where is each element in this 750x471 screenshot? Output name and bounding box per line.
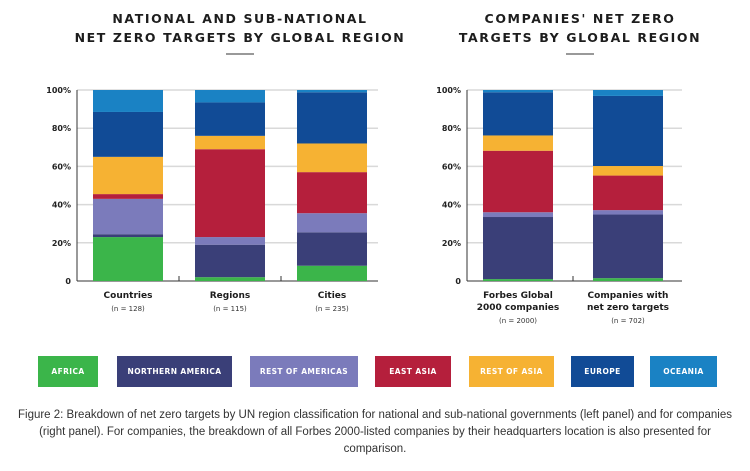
x-category-note: (n = 2000): [499, 317, 537, 325]
bar-segment-northern-america: [593, 214, 663, 279]
y-tick-label: 40%: [442, 201, 461, 210]
bar-segment-oceania: [93, 90, 163, 112]
bar-segment-rest-of-americas: [195, 237, 265, 245]
x-category-label: Cities: [318, 291, 347, 301]
legend-item-oceania: OCEANIA: [650, 356, 717, 387]
y-tick-label: 100%: [436, 86, 461, 95]
left-chart-title: NATIONAL AND SUB-NATIONAL NET ZERO TARGE…: [60, 9, 420, 55]
x-category-label: 2000 companies: [477, 303, 560, 313]
y-tick-label: 0: [455, 277, 461, 286]
charts-svg: 0 20% 40% 60% 80% 100% Countries (n = 128) Regio…: [46, 86, 682, 325]
bar-segment-africa: [483, 279, 553, 281]
y-tick-label: 20%: [52, 239, 71, 248]
bar-segment-rest-of-americas: [297, 213, 367, 233]
bar-segment-east-asia: [93, 194, 163, 199]
bar-segment-europe: [483, 92, 553, 136]
y-tick-label: 80%: [52, 124, 71, 133]
legend-item-rest-of-asia: REST OF ASIA: [469, 356, 554, 387]
x-category-note: (n = 235): [315, 305, 349, 313]
bar-segment-oceania: [297, 90, 367, 93]
y-tick-label: 0: [65, 277, 71, 286]
x-category-note: (n = 128): [111, 305, 145, 313]
right-title-line-2: TARGETS BY GLOBAL REGION: [458, 30, 702, 45]
left-title-line-2: NET ZERO TARGETS BY GLOBAL REGION: [74, 30, 406, 45]
bar-segment-rest-of-asia: [297, 143, 367, 173]
y-tick-label: 20%: [442, 239, 461, 248]
bar-segment-oceania: [195, 90, 265, 103]
bar-segment-africa: [195, 277, 265, 281]
legend-item-east-asia: EAST ASIA: [375, 356, 451, 387]
figure-caption: Figure 2: Breakdown of net zero targets …: [17, 409, 733, 455]
bar-segment-northern-america: [195, 244, 265, 278]
legend-item-africa: AFRICA: [38, 356, 98, 387]
bar-segment-east-asia: [483, 150, 553, 213]
bar-segment-rest-of-americas: [593, 210, 663, 215]
bar-segment-rest-of-asia: [93, 156, 163, 195]
x-category-label: Forbes Global: [483, 291, 553, 301]
right-chart-title: COMPANIES' NET ZERO TARGETS BY GLOBAL RE…: [440, 9, 720, 55]
x-category-label: Countries: [104, 291, 153, 301]
bar-segment-oceania: [593, 90, 663, 96]
title-rule: [226, 53, 254, 55]
legend-item-rest-of-americas: REST OF AMERICAS: [250, 356, 358, 387]
x-category-label: Companies with: [588, 291, 669, 301]
legend-item-northern-america: NORTHERN AMERICA: [117, 356, 232, 387]
y-tick-label: 80%: [442, 124, 461, 133]
y-tick-label: 40%: [52, 201, 71, 210]
bar-segment-europe: [93, 111, 163, 157]
bar-segment-east-asia: [297, 172, 367, 214]
right-title-line-1: COMPANIES' NET ZERO: [484, 11, 676, 26]
bar-segment-africa: [593, 278, 663, 281]
title-rule: [566, 53, 594, 55]
bar-segment-africa: [297, 265, 367, 281]
y-tick-label: 100%: [46, 86, 71, 95]
bar-segment-east-asia: [593, 175, 663, 211]
bar-segment-europe: [593, 95, 663, 167]
bar-segment-northern-america: [93, 234, 163, 238]
bar-segment-northern-america: [483, 217, 553, 280]
bar-segment-rest-of-asia: [483, 135, 553, 151]
y-tick-label: 60%: [442, 162, 461, 171]
bar-segment-rest-of-americas: [93, 198, 163, 235]
bar-segment-east-asia: [195, 149, 265, 238]
x-category-note: (n = 702): [611, 317, 645, 325]
x-category-note: (n = 115): [213, 305, 247, 313]
bar-segment-northern-america: [297, 232, 367, 266]
y-tick-label: 60%: [52, 162, 71, 171]
x-category-label: Regions: [210, 291, 251, 301]
bar-segment-oceania: [483, 90, 553, 93]
legend-item-europe: EUROPE: [571, 356, 634, 387]
bar-segment-rest-of-asia: [593, 166, 663, 176]
bar-segment-rest-of-americas: [483, 212, 553, 218]
left-title-line-1: NATIONAL AND SUB-NATIONAL: [112, 11, 368, 26]
bar-segment-africa: [93, 237, 163, 281]
bar-segment-europe: [297, 92, 367, 144]
bar-segment-rest-of-asia: [195, 135, 265, 150]
bar-segment-europe: [195, 102, 265, 136]
x-category-label: net zero targets: [587, 303, 669, 313]
